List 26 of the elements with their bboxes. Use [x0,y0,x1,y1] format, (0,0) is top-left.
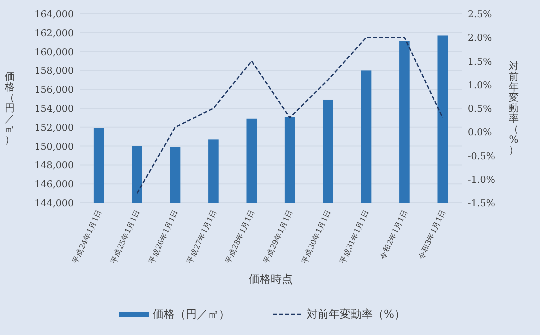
y2-tick-label: 2.0% [468,33,492,44]
y-tick-label: 144,000 [34,198,74,210]
y-tick-label: 148,000 [34,160,74,172]
y-tick-label: 152,000 [34,122,74,134]
y2-tick-label: 1.0% [468,80,492,92]
y-tick-label: 146,000 [34,180,74,191]
x-axis-title: 価格時点 [249,273,293,286]
y-tick-label: 150,000 [34,142,74,153]
y2-tick-label: 2.5% [468,10,492,20]
y2-tick-label: 0.0% [468,128,492,139]
y-tick-label: 160,000 [34,47,74,58]
y-axis-title: 価格（円／㎡） [4,72,15,146]
y2-tick-label: -0.5% [468,151,496,162]
y-tick-label: 154,000 [34,104,74,115]
line-series [136,36,444,194]
y-tick-label: 164,000 [34,10,74,20]
y2-tick-label: 1.5% [468,56,492,68]
y2-tick-label: -1.0% [468,174,496,186]
y-tick-label: 156,000 [34,85,74,96]
legend-label: 価格（円／㎡） [153,308,230,321]
y2-tick-label: 0.5% [468,104,492,115]
y-tick-label: 162,000 [34,28,74,40]
y2-tick-label: -1.5% [468,198,496,210]
legend-label: 対前年変動率（%） [307,308,406,321]
y-tick-label: 158,000 [34,66,74,78]
text: 対前年変動率（%） [509,62,519,157]
